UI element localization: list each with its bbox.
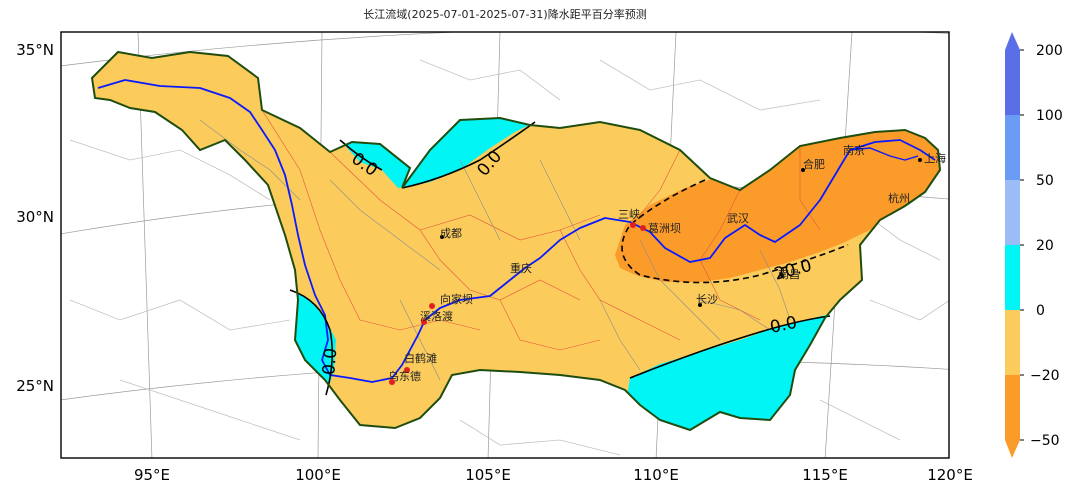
colorbar-tick-minus50: −50 [1030, 433, 1060, 449]
colorbar-tick-50: 50 [1036, 173, 1054, 189]
city-chongqing: 重庆 [510, 261, 532, 275]
colorbar-extend-min [1005, 440, 1020, 458]
colorbar-tick-200: 200 [1036, 43, 1063, 59]
contour-20-dashed [621, 179, 849, 284]
city-dot [640, 225, 646, 231]
city-labels: 成都 三峡 葛洲坝 武汉 合肥 南京 杭州 上海 南昌 长沙 重庆 向家坝 溪洛… [388, 143, 946, 385]
lon-tick-115: 115°E [802, 466, 848, 484]
contour-lines [289, 121, 849, 396]
city-dot [429, 303, 435, 309]
city-nanchang: 南昌 [778, 268, 800, 281]
colorbar-band-minus20-0 [1005, 310, 1020, 375]
colorbar-tick-0: 0 [1036, 303, 1045, 319]
city-dot [780, 273, 784, 277]
colorbar-extend-max [1005, 32, 1020, 50]
city-hangzhou: 杭州 [888, 191, 910, 205]
lon-tick-110: 110°E [633, 466, 679, 484]
city-dot [801, 168, 805, 172]
colorbar: 200 100 50 20 0 −20 −50 [1005, 32, 1063, 458]
city-dot [389, 379, 395, 385]
sub-basin-boundaries [261, 109, 821, 351]
city-hefei: 合肥 [803, 157, 825, 171]
province-boundaries [69, 59, 949, 456]
city-dot [918, 158, 922, 162]
city-gezhouba: 葛洲坝 [648, 221, 681, 235]
lat-tick-30: 30°N [16, 208, 54, 226]
city-xiluodu: 溪洛渡 [420, 309, 453, 323]
colorbar-band-minus50-minus20 [1005, 375, 1020, 440]
colorbar-tick-minus20: −20 [1030, 368, 1060, 384]
city-xiangjiaba: 向家坝 [440, 292, 473, 306]
colorbar-band-50-100 [1005, 115, 1020, 180]
colorbar-band-0-20 [1005, 245, 1020, 310]
colorbar-tick-20: 20 [1036, 238, 1054, 254]
lon-tick-120: 120°E [927, 466, 973, 484]
contour-0-west [289, 289, 334, 396]
contour-0-north [401, 121, 536, 189]
axis-labels: 95°E 100°E 105°E 110°E 115°E 120°E 35°N … [16, 41, 973, 484]
city-baihetan: 白鹤滩 [404, 351, 437, 365]
contour-label-west: 0.0 [319, 347, 341, 376]
contour-0-northwest [339, 139, 383, 171]
city-wudongde: 乌东德 [388, 369, 421, 383]
city-wuhan: 武汉 [727, 212, 749, 225]
city-nanjing: 南京 [843, 143, 865, 157]
lat-tick-35: 35°N [16, 41, 54, 59]
basin-outline [90, 50, 942, 432]
lon-tick-95: 95°E [134, 466, 170, 484]
lat-tick-25: 25°N [16, 377, 54, 395]
colorbar-band-100-200 [1005, 50, 1020, 115]
city-chengdu: 成都 [440, 227, 462, 240]
map-title: 长江流域(2025-07-01-2025-07-31)降水距平百分率预测 [363, 8, 647, 21]
river-delta [849, 147, 919, 161]
region-minus50-minus20-east [615, 128, 940, 282]
city-dot [630, 222, 636, 228]
lon-tick-100: 100°E [295, 466, 341, 484]
colorbar-band-20-50 [1005, 180, 1020, 245]
city-dot [698, 303, 702, 307]
city-changsha: 长沙 [696, 293, 718, 306]
city-shanghai: 上海 [924, 151, 946, 165]
city-dot [440, 235, 444, 239]
city-sanxia: 三峡 [618, 207, 640, 221]
city-dot [404, 367, 410, 373]
colorbar-tick-100: 100 [1036, 108, 1063, 124]
lon-tick-105: 105°E [465, 466, 511, 484]
tributaries [199, 119, 791, 381]
yangtze-river [97, 79, 936, 383]
contour-0-southeast [629, 315, 831, 379]
city-dot [421, 319, 427, 325]
map-frame [60, 31, 950, 459]
